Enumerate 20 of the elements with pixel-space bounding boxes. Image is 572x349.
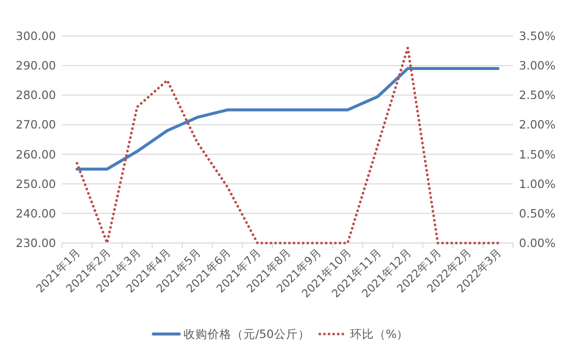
- y2-tick-label: 0.50%: [519, 206, 556, 220]
- y-tick-label: 290.00: [16, 58, 56, 73]
- y2-tick-label: 3.50%: [519, 29, 556, 43]
- y-tick-label: 260.00: [16, 147, 56, 162]
- y-tick-label: 270.00: [16, 118, 56, 132]
- line-series: [76, 46, 500, 244]
- y2-tick-label: 1.50%: [519, 147, 556, 162]
- y-tick-label: 300.00: [16, 29, 56, 43]
- legend-label: 环比（%）: [350, 327, 409, 341]
- y-tick-label: 280.00: [16, 88, 56, 102]
- line-series: [76, 67, 500, 171]
- y-tick-label: 240.00: [16, 206, 56, 220]
- legend-label: 收购价格（元/50公斤）: [183, 327, 310, 341]
- y2-tick-label: 0.00%: [519, 236, 556, 250]
- y-tick-label: 250.00: [16, 176, 56, 191]
- y-tick-label: 230.00: [16, 236, 56, 250]
- y2-tick-label: 1.00%: [519, 176, 556, 191]
- y2-tick-label: 2.50%: [519, 88, 556, 102]
- y2-tick-label: 3.00%: [519, 58, 556, 73]
- y2-tick-label: 2.00%: [519, 118, 556, 132]
